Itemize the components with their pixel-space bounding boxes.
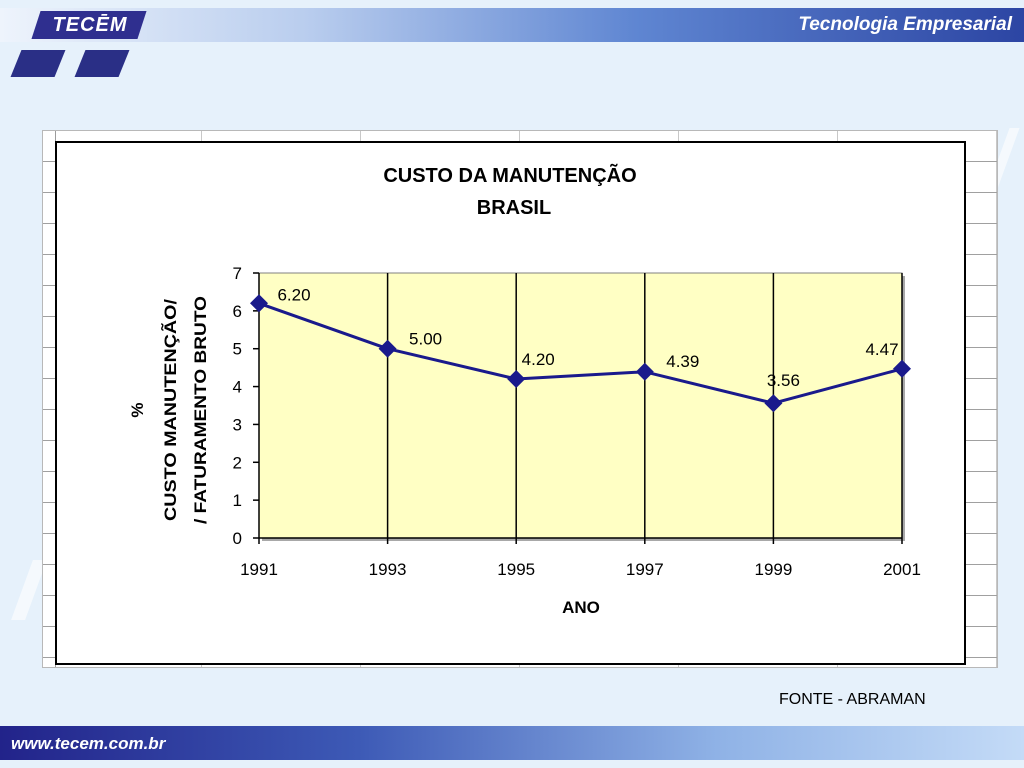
y-tick-label: 5: [233, 340, 242, 359]
data-label: 4.20: [522, 350, 555, 369]
x-axis-title: ANO: [562, 598, 600, 617]
y-tick-label: 7: [233, 264, 242, 283]
data-label: 4.47: [865, 340, 898, 359]
y-axis-title-line-1: %: [128, 402, 147, 417]
data-label: 4.39: [666, 352, 699, 371]
data-point-marker: [378, 339, 397, 358]
source-note: FONTE - ABRAMAN: [779, 691, 926, 708]
x-tick-label: 1995: [497, 560, 535, 579]
y-tick-label: 0: [233, 529, 242, 548]
y-axis-title-line-3: / FATURAMENTO BRUTO: [191, 296, 210, 524]
header-bar: TECĒM Tecnologia Empresarial: [0, 8, 1024, 42]
data-labels: 6.20 5.00 4.20 4.39 3.56 4.47: [277, 285, 898, 390]
plot-area: [258, 272, 903, 539]
data-point-marker: [893, 359, 911, 378]
x-tick-label: 1993: [369, 560, 407, 579]
x-tick-label: 1997: [626, 560, 664, 579]
y-tick-label: 1: [233, 491, 242, 510]
footer-bar: www.tecem.com.br: [0, 726, 1024, 760]
chart-title: CUSTO DA MANUTENÇÃO: [383, 164, 636, 187]
series-polyline: [258, 301, 903, 405]
y-axis-title-line-2: CUSTO MANUTENÇÃO/: [160, 299, 180, 521]
series-line: [258, 301, 903, 405]
chart-subtitle: BRASIL: [477, 197, 551, 219]
y-tick-label: 6: [233, 302, 242, 321]
x-tick-label: 2001: [883, 560, 921, 579]
data-label: 3.56: [767, 371, 800, 390]
data-label: 5.00: [409, 330, 442, 349]
footer-url: www.tecem.com.br: [11, 734, 166, 753]
data-point-marker: [764, 394, 783, 413]
y-tick-label: 3: [233, 415, 242, 434]
y-axis: 0 1 2 3 4 5 6 7: [233, 264, 260, 548]
data-point-marker: [250, 294, 268, 313]
logo-text: TECĒM: [52, 14, 128, 36]
data-label: 6.20: [277, 285, 310, 304]
y-axis-title-group: % CUSTO MANUTENÇÃO/ / FATURAMENTO BRUTO: [128, 296, 210, 524]
header-title: Tecnologia Empresarial: [798, 14, 1012, 35]
series-markers: [250, 294, 911, 413]
data-point-marker: [507, 370, 526, 388]
y-tick-label: 2: [233, 453, 242, 472]
x-axis: 1991 1993 1995 1997 1999 2001: [240, 537, 921, 579]
data-point-marker: [635, 362, 654, 381]
x-tick-label: 1991: [240, 560, 278, 579]
y-tick-label: 4: [233, 378, 242, 397]
x-tick-label: 1999: [754, 560, 792, 579]
